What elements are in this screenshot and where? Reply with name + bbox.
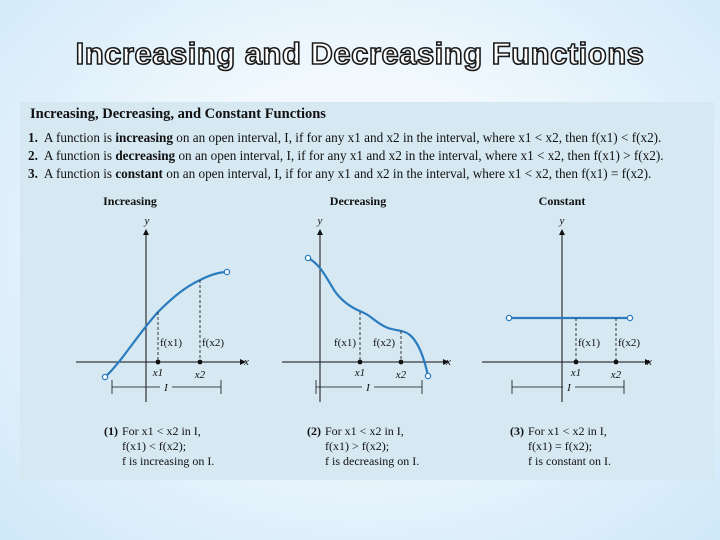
x2-point (613, 359, 619, 365)
x-axis-label: x (243, 356, 249, 368)
x2-point (197, 359, 203, 365)
interval-label: I (566, 382, 572, 394)
rule-pre: A function is (43, 148, 116, 163)
panel-heading: Increasing, Decreasing, and Constant Fun… (30, 106, 326, 122)
caption-line: For x1 < x2 in I, (325, 424, 404, 438)
open-endpoint (626, 314, 634, 322)
graph-title: Increasing (103, 194, 157, 208)
caption-line: f is decreasing on I. (325, 454, 420, 468)
interval-label: I (163, 382, 169, 394)
rule-post: on an open interval, I, if for any x1 an… (172, 130, 662, 145)
x-axis-label: x (445, 356, 451, 368)
rule-decreasing: 2. A function is decreasing on an open in… (28, 148, 664, 164)
fx1-label: f(x1) (160, 337, 182, 349)
x1-label: x1 (152, 367, 163, 379)
caption-line: For x1 < x2 in I, (122, 424, 201, 438)
x2-point (398, 359, 404, 365)
caption-decreasing: (2) For x1 < x2 in I, f(x1) > f(x2); f is… (307, 424, 419, 469)
decreasing-curve (307, 257, 430, 377)
y-axis-label: y (559, 215, 565, 227)
x1-point (357, 359, 363, 365)
caption-number: (3) (510, 424, 524, 438)
fx1-label: f(x1) (334, 337, 356, 349)
fx1-label: f(x1) (578, 337, 600, 349)
x2-label: x2 (194, 369, 206, 381)
definition-panel: Increasing, Decreasing, and Constant Fun… (20, 102, 714, 480)
rule-number: 1. (28, 130, 38, 145)
caption-number: (2) (307, 424, 321, 438)
rule-post: on an open interval, I, if for any x1 an… (162, 166, 652, 181)
caption-line: f(x1) > f(x2); (325, 439, 390, 453)
caption-line: f(x1) < f(x2); (122, 439, 187, 453)
x2-label: x2 (395, 369, 407, 381)
graphs-figure: Increasing y x f(x1) f(x2) x1 x2 I Decre… (76, 194, 652, 402)
open-endpoint (304, 254, 312, 262)
graph-title: Constant (539, 194, 586, 208)
fx2-label: f(x2) (618, 337, 640, 349)
rule-number: 3. (28, 166, 38, 181)
rule-pre: A function is (43, 130, 116, 145)
open-endpoint (223, 268, 231, 276)
open-endpoint (505, 314, 513, 322)
rule-increasing: 1. A function is increasing on an open in… (28, 130, 661, 146)
y-axis-label: y (317, 215, 323, 227)
rule-term: decreasing (115, 148, 176, 163)
x-axis-label: x (646, 356, 652, 368)
x2-label: x2 (610, 369, 622, 381)
rule-term: constant (115, 166, 163, 181)
caption-line: For x1 < x2 in I, (528, 424, 607, 438)
rule-term: increasing (115, 130, 173, 145)
caption-number: (1) (104, 424, 118, 438)
x1-point (573, 359, 579, 365)
open-endpoint (424, 372, 432, 380)
caption-line: f is constant on I. (528, 454, 611, 468)
y-axis-label: y (144, 215, 150, 227)
caption-line: f is increasing on I. (122, 454, 215, 468)
graph-increasing: Increasing y x f(x1) f(x2) x1 x2 I (76, 194, 249, 402)
increasing-curve (104, 270, 228, 378)
x1-label: x1 (570, 367, 581, 379)
graph-title: Decreasing (330, 194, 386, 208)
interval-label: I (365, 382, 371, 394)
fx2-label: f(x2) (373, 337, 395, 349)
x1-point (155, 359, 161, 365)
x1-label: x1 (354, 367, 365, 379)
caption-line: f(x1) = f(x2); (528, 439, 593, 453)
caption-constant: (3) For x1 < x2 in I, f(x1) = f(x2); f is… (510, 424, 611, 469)
rule-pre: A function is (43, 166, 116, 181)
rule-number: 2. (28, 148, 38, 163)
fx2-label: f(x2) (202, 337, 224, 349)
rule-post: on an open interval, I, if for any x1 an… (175, 148, 664, 163)
graph-decreasing: Decreasing y x f(x1) f(x2) x1 x2 I (282, 194, 451, 402)
rule-constant: 3. A function is constant on an open inte… (28, 166, 651, 182)
open-endpoint (101, 373, 109, 381)
slide-title: Increasing and Decreasing Functions (75, 35, 645, 72)
caption-increasing: (1) For x1 < x2 in I, f(x1) < f(x2); f is… (104, 424, 214, 469)
graph-constant: Constant y x f(x1) f(x2) x1 x2 I (482, 194, 652, 402)
